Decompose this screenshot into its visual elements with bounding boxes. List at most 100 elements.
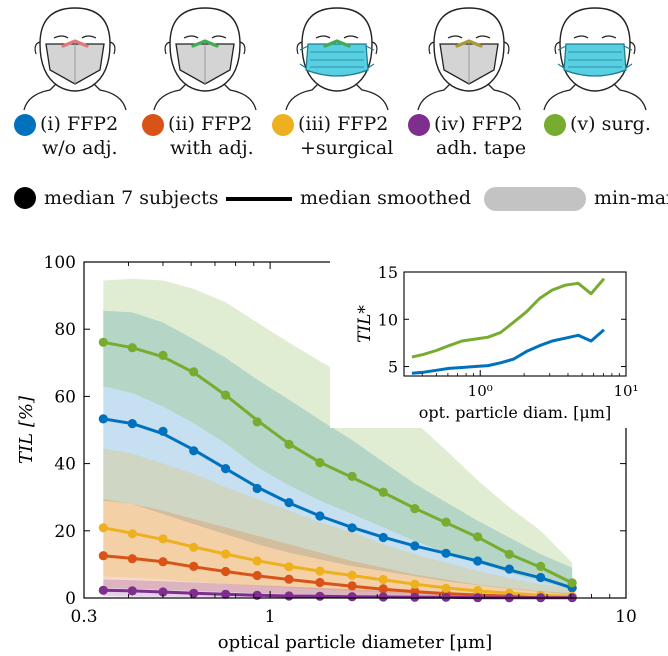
median-point bbox=[441, 517, 451, 527]
median-point bbox=[158, 350, 168, 360]
median-point bbox=[158, 587, 168, 597]
nose-clip bbox=[455, 39, 483, 48]
median-point bbox=[378, 574, 388, 585]
median-point bbox=[221, 390, 231, 400]
shoulders-outline bbox=[417, 83, 521, 111]
inset-y-axis-label: TIL* bbox=[355, 305, 375, 343]
median-point bbox=[252, 483, 262, 494]
face-mask-icon bbox=[417, 7, 521, 111]
nose-clip bbox=[61, 39, 89, 48]
shoulders-outline bbox=[285, 83, 389, 111]
eyes-outline bbox=[183, 35, 227, 39]
median-point bbox=[567, 578, 577, 588]
face-mask-icon bbox=[543, 7, 647, 111]
inset-frame bbox=[403, 271, 627, 377]
legend-smoothed-line: median smoothed bbox=[226, 182, 476, 218]
median-point bbox=[221, 549, 231, 559]
median-point bbox=[189, 561, 199, 571]
median-point bbox=[410, 579, 420, 589]
legend-smoothed-label: median smoothed bbox=[300, 187, 472, 209]
inset-series-line bbox=[411, 277, 606, 359]
median-point bbox=[127, 529, 137, 539]
legend-label: (iii) FFP2 bbox=[298, 113, 389, 135]
median-point bbox=[284, 562, 294, 572]
legend-minmax-label: min-max bbox=[594, 187, 668, 209]
marker-legend: median 7 subjects median smoothed min-ma… bbox=[0, 182, 668, 218]
y-tick-label: 100 bbox=[44, 253, 76, 273]
median-point bbox=[473, 532, 483, 542]
median-point bbox=[158, 557, 168, 567]
legend-label: (ii) FFP2 bbox=[168, 113, 253, 135]
minmax-band bbox=[103, 278, 573, 590]
legend-label: (v) surg. bbox=[570, 113, 651, 135]
minmax-band bbox=[103, 310, 573, 595]
minmax-band-icon bbox=[484, 187, 586, 211]
legend-minmax-band: min-max bbox=[484, 182, 668, 218]
x-axis-label: optical particle diameter [μm] bbox=[218, 632, 492, 653]
median-point bbox=[347, 523, 357, 533]
y-tick-label: 80 bbox=[54, 320, 76, 340]
median-point bbox=[315, 511, 325, 521]
median-point bbox=[378, 487, 388, 497]
ear-loops bbox=[557, 45, 633, 69]
face-mask-icon bbox=[153, 7, 257, 111]
minmax-band bbox=[103, 448, 573, 598]
legend-item-2: (ii) FFP2 with adj. bbox=[142, 110, 268, 170]
face-mask-icon bbox=[285, 7, 389, 111]
inset-x-tick-label: 10¹ bbox=[613, 382, 638, 400]
median-point bbox=[127, 419, 137, 429]
smoothed-line bbox=[103, 417, 573, 590]
median-point bbox=[189, 542, 199, 552]
ears-outline bbox=[34, 41, 116, 55]
legend-median-dots: median 7 subjects bbox=[14, 182, 219, 218]
legend-median-label: median 7 subjects bbox=[44, 187, 219, 209]
mask-pleats bbox=[568, 51, 622, 68]
median-point bbox=[536, 572, 546, 583]
median-point bbox=[98, 337, 108, 347]
mask-illustration-1 bbox=[20, 4, 130, 112]
ears-outline bbox=[164, 41, 246, 55]
median-point bbox=[98, 551, 108, 561]
legend-label: (iv) FFP2 bbox=[434, 113, 523, 135]
median-point bbox=[252, 556, 262, 566]
face-mask-icon bbox=[23, 7, 127, 111]
median-point bbox=[410, 504, 420, 514]
mask-illustrations bbox=[0, 0, 668, 112]
inset-y-tick-label: 5 bbox=[388, 358, 398, 377]
median-point bbox=[98, 414, 108, 424]
legend-item-1: (i) FFP2 w/o adj. bbox=[14, 110, 140, 170]
median-point bbox=[315, 591, 325, 601]
median-point bbox=[441, 583, 451, 593]
smoothed-line-icon bbox=[226, 197, 292, 201]
x-tick-label: 1 bbox=[265, 607, 276, 627]
legend-item-4: (iv) FFP2 adh. tape bbox=[408, 110, 534, 170]
inset-background bbox=[330, 254, 634, 428]
series-color-dot-icon bbox=[142, 114, 164, 136]
median-dot-icon bbox=[14, 187, 36, 209]
median-point bbox=[189, 588, 199, 598]
ear-loops bbox=[299, 45, 375, 69]
median-point bbox=[410, 592, 420, 602]
eyes-outline bbox=[315, 35, 359, 39]
eyes-outline bbox=[53, 35, 97, 39]
median-point bbox=[347, 471, 357, 481]
median-point bbox=[158, 426, 168, 436]
median-point bbox=[378, 592, 388, 602]
series-color-dot-icon bbox=[14, 114, 36, 136]
median-point bbox=[252, 570, 262, 581]
legend-sublabel: w/o adj. bbox=[42, 137, 118, 159]
median-point bbox=[158, 534, 168, 544]
y-axis-label: TIL [%] bbox=[16, 395, 37, 464]
legend-sublabel: +surgical bbox=[300, 137, 394, 159]
median-point bbox=[127, 343, 137, 353]
median-point bbox=[378, 532, 388, 543]
legend-sublabel: adh. tape bbox=[436, 137, 527, 159]
mask-illustration-3 bbox=[282, 4, 392, 112]
median-point bbox=[315, 458, 325, 468]
legend-item-5: (v) surg. bbox=[544, 110, 668, 170]
mask-legend: (i) FFP2 w/o adj. (ii) FFP2 with adj. (iii) … bbox=[0, 110, 668, 170]
median-point bbox=[473, 586, 483, 596]
ears-outline bbox=[428, 41, 510, 55]
legend-sublabel: with adj. bbox=[170, 137, 254, 159]
eyes-outline bbox=[573, 35, 617, 39]
